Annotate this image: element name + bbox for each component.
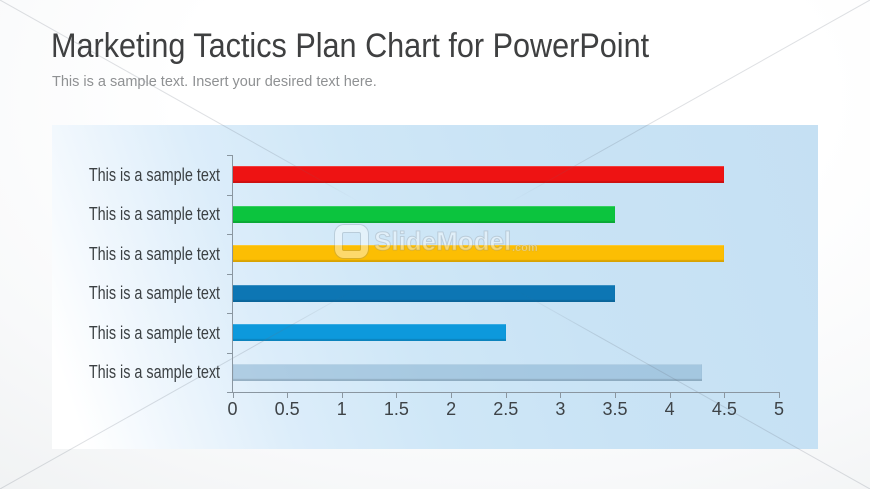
x-axis-tick — [560, 393, 562, 398]
x-axis-tick — [451, 393, 453, 398]
y-axis-tick — [227, 352, 232, 354]
y-axis-tick — [227, 234, 232, 235]
y-axis-line — [232, 155, 233, 393]
x-tick-label: 4 — [664, 399, 675, 419]
x-axis-line — [232, 392, 780, 393]
x-tick-label: 2.5 — [493, 399, 519, 419]
category-label: This is a sample text — [88, 164, 220, 185]
chart-panel: This is a sample text This is a sample te… — [52, 125, 818, 449]
y-axis-tick — [227, 392, 232, 393]
slide-subtitle: This is a sample text. Insert your desir… — [52, 74, 377, 90]
x-axis-tick — [615, 393, 617, 398]
x-axis-tick — [779, 393, 780, 398]
category-label: This is a sample text — [88, 322, 220, 343]
category-label: This is a sample text — [88, 204, 220, 225]
x-tick-label: 3.5 — [602, 399, 628, 419]
bar — [232, 166, 725, 184]
bar — [232, 245, 725, 263]
x-tick-label: 0 — [227, 399, 238, 419]
y-axis-tick — [227, 313, 232, 314]
y-axis-tick — [227, 194, 232, 196]
x-tick-label: 0.5 — [274, 399, 300, 419]
category-label: This is a sample text — [88, 243, 220, 264]
x-axis-tick — [724, 393, 726, 398]
bar — [232, 324, 506, 342]
bar — [232, 363, 703, 381]
category-label: This is a sample text — [88, 283, 220, 304]
x-tick-label: 3 — [555, 399, 566, 419]
x-axis-tick — [341, 393, 343, 398]
x-tick-label: 1 — [336, 399, 347, 419]
x-tick-label: 1.5 — [383, 399, 409, 419]
y-axis-tick — [227, 273, 232, 275]
x-axis-tick — [396, 393, 398, 398]
x-tick-label: 5 — [773, 399, 785, 419]
x-tick-label: 4.5 — [711, 399, 737, 419]
bar — [232, 284, 616, 302]
bar — [232, 205, 616, 223]
x-axis-tick — [505, 393, 507, 398]
x-tick-label: 2 — [446, 399, 457, 419]
x-axis-tick — [287, 393, 289, 398]
x-axis-tick — [669, 393, 671, 398]
category-label: This is a sample text — [88, 362, 220, 383]
y-axis-tick — [227, 155, 232, 156]
slide-title: Marketing Tactics Plan Chart for PowerPo… — [51, 27, 650, 65]
x-axis-tick — [232, 393, 234, 398]
